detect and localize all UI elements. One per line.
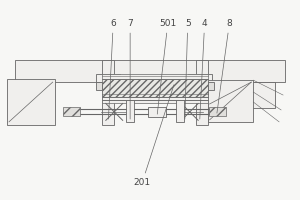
Bar xyxy=(96,74,120,82)
Bar xyxy=(176,100,184,122)
Bar xyxy=(102,60,114,125)
Bar xyxy=(249,82,275,108)
Bar xyxy=(96,82,102,90)
Text: 4: 4 xyxy=(200,19,207,119)
Bar xyxy=(208,82,214,90)
Bar xyxy=(15,60,285,82)
Text: 201: 201 xyxy=(134,85,174,187)
Bar xyxy=(126,100,134,122)
Bar xyxy=(102,74,208,79)
Bar xyxy=(7,79,55,125)
Bar xyxy=(208,107,226,116)
Bar xyxy=(208,80,253,122)
Text: 6: 6 xyxy=(108,19,116,119)
Text: 7: 7 xyxy=(127,19,133,119)
Bar xyxy=(196,60,208,125)
Bar xyxy=(63,107,80,116)
Bar xyxy=(102,97,208,100)
Bar xyxy=(188,74,212,82)
Bar xyxy=(148,107,166,117)
Text: 5: 5 xyxy=(185,19,191,119)
Text: 501: 501 xyxy=(157,19,176,114)
Bar xyxy=(102,100,208,103)
Bar xyxy=(23,82,49,108)
Text: 8: 8 xyxy=(217,19,232,113)
Bar xyxy=(102,79,208,97)
